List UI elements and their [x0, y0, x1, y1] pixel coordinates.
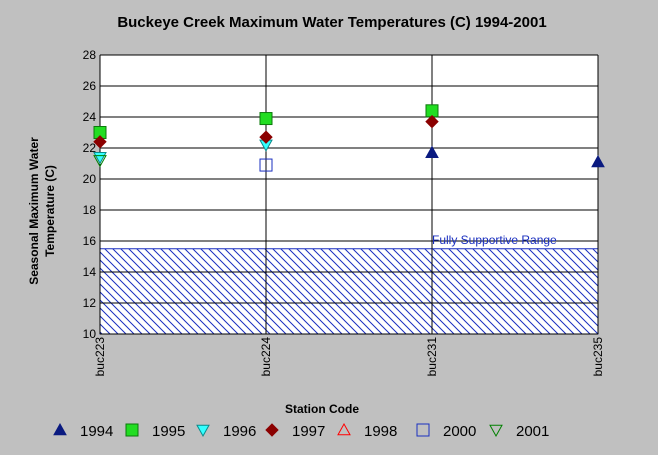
x-tick-label: buc235	[591, 337, 605, 377]
y-axis-title-line-1: Seasonal Maximum Water	[27, 137, 41, 285]
legend-marker-2000	[416, 423, 430, 437]
point-1995-buc224	[259, 112, 273, 126]
legend-label-1997: 1997	[292, 423, 325, 440]
legend-marker-1998	[337, 422, 351, 436]
y-axis-title-line-2: Temperature (C)	[43, 165, 57, 257]
y-tick-label: 12	[83, 296, 97, 310]
legend-label-1996: 1996	[223, 423, 256, 440]
y-axis-title: Seasonal Maximum Water Temperature (C)	[27, 137, 57, 285]
x-tick-label: buc224	[259, 337, 273, 377]
supportive-range-band	[99, 248, 599, 335]
y-tick-label: 24	[83, 110, 97, 124]
chart-title: Buckeye Creek Maximum Water Temperatures…	[117, 14, 546, 31]
y-tick-label: 20	[83, 172, 97, 186]
legend-label-1998: 1998	[364, 423, 397, 440]
legend-marker-1995	[125, 423, 139, 437]
point-2001-buc223	[93, 155, 107, 168]
y-tick-label: 28	[83, 48, 97, 62]
legend-label-1995: 1995	[152, 423, 185, 440]
point-1997-buc231	[425, 114, 439, 129]
x-tick-label: buc223	[93, 337, 107, 377]
y-tick-label: 10	[83, 327, 97, 341]
x-tick-label: buc231	[425, 337, 439, 377]
y-tick-label: 18	[83, 203, 97, 217]
y-tick-label: 16	[83, 234, 97, 248]
band-label: Fully Supportive Range	[432, 233, 557, 247]
y-tick-label: 26	[83, 79, 97, 93]
y-tick-label: 22	[83, 141, 97, 155]
legend-marker-1996	[196, 424, 210, 438]
legend-label-2000: 2000	[443, 423, 476, 440]
point-2000-buc224	[259, 158, 273, 172]
y-tick-label: 14	[83, 265, 97, 279]
legend-marker-1994	[53, 422, 67, 436]
point-1994-buc235	[591, 154, 605, 168]
point-1997-buc223	[93, 135, 107, 149]
point-1997-buc224	[259, 130, 273, 144]
legend-label-2001: 2001	[516, 423, 549, 440]
legend-label-1994: 1994	[80, 423, 113, 440]
legend-marker-1997	[265, 423, 279, 437]
legend-marker-2001	[489, 424, 503, 438]
point-1994-buc231	[425, 145, 439, 158]
x-axis-title: Station Code	[285, 402, 359, 416]
